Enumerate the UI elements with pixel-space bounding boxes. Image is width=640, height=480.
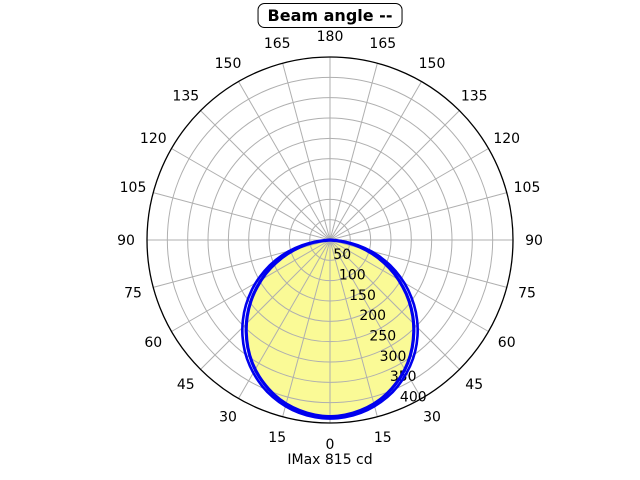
- angle-tick-label: 105: [120, 180, 147, 196]
- beam-curve-primary: [244, 238, 416, 419]
- angle-grid-line: [153, 192, 331, 241]
- angle-grid-line: [329, 239, 489, 332]
- angle-grid-line: [238, 81, 331, 241]
- angle-tick-label: 165: [264, 36, 291, 52]
- radial-tick-label: 50: [333, 247, 351, 263]
- angle-tick-label: 180: [317, 29, 344, 45]
- imax-annotation: IMax 815 cd: [287, 452, 373, 468]
- polar-outer-circle: [146, 56, 514, 424]
- angle-tick-label: 120: [140, 131, 167, 147]
- radial-tick-label: 400: [400, 390, 427, 406]
- angle-grid-line: [171, 239, 331, 332]
- radial-tick-label: 300: [380, 349, 407, 365]
- angle-grid-line: [329, 239, 378, 417]
- radial-tick-label: 100: [339, 268, 366, 284]
- angle-grid-line: [329, 110, 460, 241]
- angle-grid-line: [282, 239, 331, 417]
- angle-grid-line: [200, 110, 331, 241]
- angle-tick-label: 90: [117, 233, 135, 249]
- angle-tick-label: 45: [177, 377, 195, 393]
- radial-tick-label: 250: [369, 329, 396, 345]
- angle-tick-label: 165: [369, 36, 396, 52]
- angle-tick-label: 105: [514, 180, 541, 196]
- title-box: Beam angle --: [257, 3, 403, 28]
- angle-tick-label: 120: [493, 131, 520, 147]
- angle-tick-label: 15: [374, 430, 392, 446]
- angle-tick-label: 150: [215, 56, 242, 72]
- angle-grid-line: [329, 239, 460, 370]
- angle-tick-label: 30: [423, 410, 441, 426]
- angle-grid-line: [282, 63, 331, 241]
- angle-tick-label: 75: [124, 286, 142, 302]
- radial-tick-label: 200: [359, 308, 386, 324]
- angle-tick-label: 135: [461, 89, 488, 105]
- angle-grid-line: [200, 239, 331, 370]
- angle-tick-label: 60: [144, 335, 162, 351]
- angle-grid-line: [329, 148, 489, 241]
- angle-tick-label: 90: [525, 233, 543, 249]
- angle-tick-label: 0: [326, 437, 335, 453]
- angle-grid-line: [329, 63, 378, 241]
- angle-grid-line: [329, 192, 507, 241]
- chart-title: Beam angle --: [267, 6, 393, 25]
- angle-tick-label: 60: [498, 335, 516, 351]
- beam-curve-secondary: [241, 238, 419, 420]
- angle-grid-line: [329, 81, 422, 241]
- angle-tick-label: 150: [419, 56, 446, 72]
- angle-tick-label: 15: [268, 430, 286, 446]
- angle-tick-label: 75: [518, 286, 536, 302]
- angle-tick-label: 30: [219, 410, 237, 426]
- radial-tick-label: 150: [349, 288, 376, 304]
- angle-tick-label: 45: [465, 377, 483, 393]
- angle-grid-line: [171, 148, 331, 241]
- angle-tick-label: 135: [172, 89, 199, 105]
